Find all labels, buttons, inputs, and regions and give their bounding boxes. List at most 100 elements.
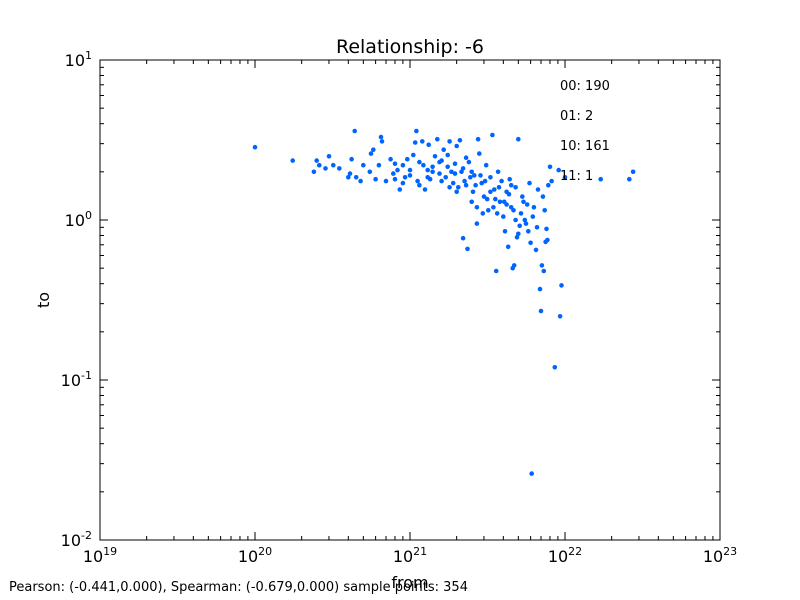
data-point — [447, 185, 452, 190]
data-point — [521, 199, 526, 205]
data-point — [441, 147, 447, 152]
data-point — [546, 182, 551, 188]
data-point — [337, 166, 342, 171]
data-point — [417, 159, 422, 165]
x-tick-label: 1020 — [238, 545, 272, 566]
data-point — [400, 162, 406, 168]
data-point — [450, 180, 456, 186]
data-point — [454, 143, 460, 149]
data-point — [497, 199, 503, 205]
data-point — [383, 178, 389, 184]
data-point — [518, 211, 524, 216]
data-point — [505, 244, 511, 250]
data-point — [526, 229, 531, 234]
data-point — [530, 214, 536, 219]
data-point — [544, 226, 549, 232]
data-point — [488, 189, 493, 195]
y-tick-label: 10-2 — [61, 529, 92, 550]
data-point — [407, 173, 413, 178]
data-point — [469, 199, 475, 205]
data-point — [535, 187, 541, 192]
data-point — [405, 156, 410, 162]
data-point — [474, 205, 480, 210]
data-point — [460, 166, 466, 171]
data-point — [425, 167, 431, 173]
data-point — [513, 217, 518, 223]
correlation-summary: Pearson: (-0.441,0.000), Spearman: (-0.6… — [9, 580, 468, 595]
data-point — [520, 194, 525, 199]
data-point — [425, 175, 431, 180]
count-annotation: 00: 190 — [560, 79, 610, 94]
data-point — [472, 173, 477, 178]
data-point — [421, 162, 426, 168]
data-point — [527, 180, 532, 186]
data-point — [317, 162, 322, 168]
data-point — [462, 178, 467, 184]
data-point — [549, 178, 554, 184]
data-point — [501, 214, 506, 219]
data-point — [524, 202, 530, 207]
x-tick-label: 1019 — [83, 545, 117, 566]
data-point — [352, 128, 358, 134]
data-point — [392, 161, 398, 166]
data-point — [562, 175, 568, 180]
data-point — [347, 171, 353, 176]
data-point — [474, 221, 480, 226]
data-point — [475, 136, 481, 142]
data-point — [494, 211, 500, 216]
data-point — [504, 202, 509, 207]
data-point — [426, 142, 432, 148]
data-point — [407, 167, 413, 173]
data-point — [252, 144, 258, 150]
data-point — [445, 164, 451, 170]
data-point — [538, 308, 544, 314]
data-point — [379, 139, 385, 144]
data-point — [349, 156, 354, 162]
data-point — [473, 182, 478, 188]
data-point — [361, 162, 366, 168]
data-point — [368, 151, 374, 156]
data-point — [388, 156, 393, 162]
data-point — [528, 240, 533, 246]
data-point — [542, 208, 547, 213]
data-point — [411, 152, 416, 158]
data-point — [395, 167, 400, 173]
chart-title: Relationship: -6 — [336, 36, 484, 58]
data-point — [517, 223, 522, 229]
data-point — [373, 176, 378, 182]
data-point — [290, 158, 296, 163]
data-point — [353, 175, 359, 180]
data-point — [483, 162, 489, 168]
data-point — [417, 182, 422, 188]
count-annotations: 00: 190 01: 2 10: 161 11: 1 — [560, 79, 610, 184]
data-point — [376, 162, 382, 168]
data-point — [533, 247, 539, 253]
data-point — [493, 268, 499, 274]
data-point — [346, 175, 351, 180]
data-point — [547, 164, 553, 170]
data-point — [422, 187, 428, 192]
data-point — [493, 196, 498, 202]
x-axis-label: from — [391, 573, 428, 592]
data-point — [415, 178, 420, 184]
data-point — [392, 176, 398, 182]
data-point — [630, 169, 636, 175]
data-point — [488, 175, 493, 180]
count-annotation: 10: 161 — [560, 139, 610, 154]
data-point — [469, 169, 475, 175]
plot-area — [99, 59, 721, 541]
data-point — [529, 471, 534, 476]
data-point — [552, 365, 558, 370]
data-point — [511, 263, 517, 268]
data-point — [556, 167, 561, 173]
data-point — [402, 175, 408, 180]
data-point — [511, 208, 516, 213]
y-axis-label: to — [34, 292, 53, 308]
data-point — [445, 152, 451, 158]
data-point — [457, 138, 463, 143]
data-point — [508, 182, 514, 188]
data-point — [465, 246, 470, 252]
count-annotation: 11: 1 — [560, 169, 593, 184]
data-point — [452, 171, 458, 176]
